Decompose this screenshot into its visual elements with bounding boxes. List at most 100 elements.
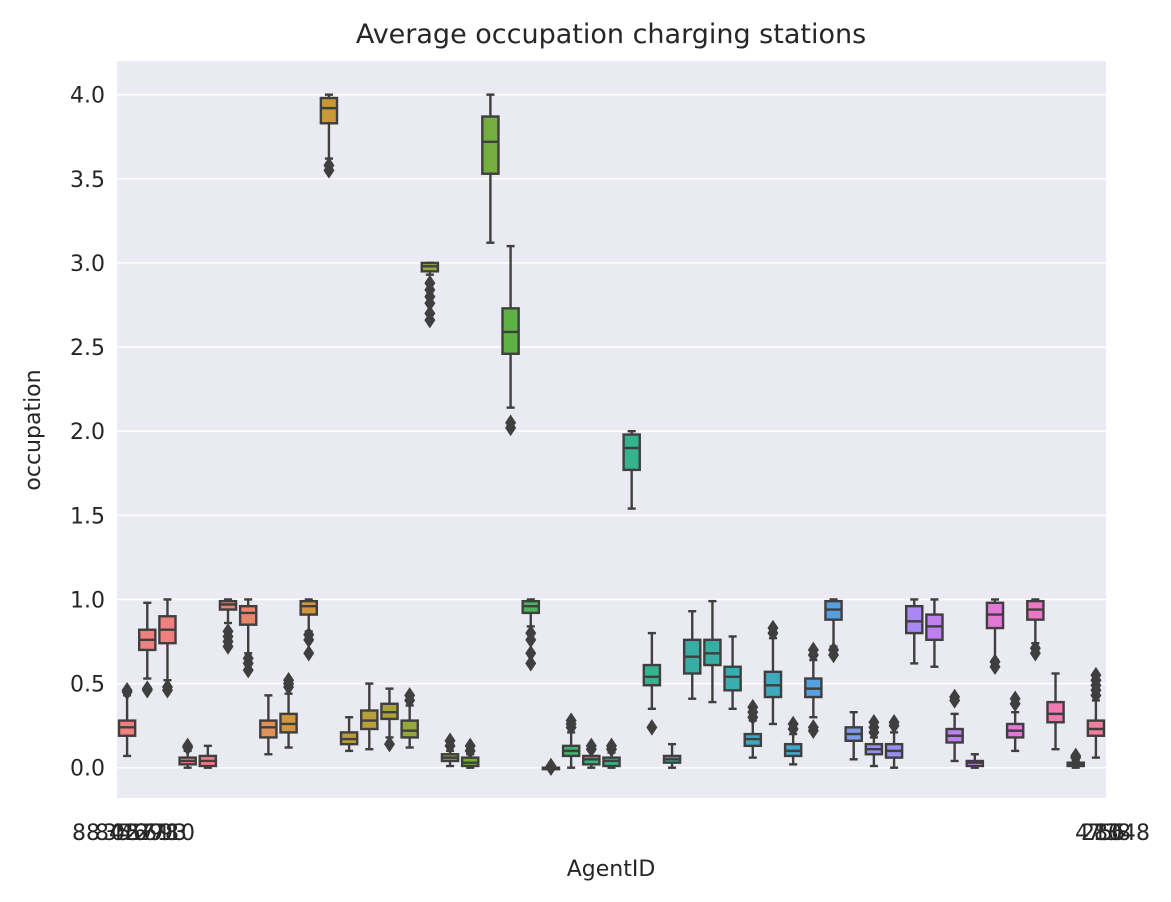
box-iqr	[723, 665, 742, 692]
x-tick-label: 3	[1105, 821, 1119, 846]
outlier-point	[182, 737, 194, 755]
outlier-point	[807, 641, 819, 659]
box-item	[662, 742, 682, 769]
box-item	[723, 635, 742, 711]
y-tick-label: 2.5	[70, 336, 105, 361]
box-item	[763, 619, 783, 726]
outlier-point	[1070, 747, 1082, 765]
outlier-point	[424, 274, 436, 292]
outlier-point	[767, 619, 779, 637]
chart-title: Average occupation charging stations	[356, 19, 866, 50]
x-tick-label: 5	[1099, 821, 1113, 846]
box-iqr	[904, 604, 924, 635]
outlier-point	[949, 688, 961, 706]
x-tick-label: 93	[159, 821, 187, 846]
box-item	[541, 757, 561, 776]
outlier-point	[161, 678, 173, 696]
x-tick-label-last: 8048	[1094, 821, 1150, 846]
outlier-point	[404, 687, 416, 704]
box-series	[117, 93, 1106, 776]
outlier-point	[283, 671, 295, 689]
box-item	[682, 610, 702, 700]
y-tick-label: 4.0	[70, 84, 105, 109]
y-tick-label: 3.5	[70, 168, 105, 193]
outlier-point	[303, 645, 315, 662]
x-tick-label: 8	[1117, 821, 1131, 846]
outlier-point	[525, 624, 537, 642]
outlier-point	[141, 680, 153, 697]
box-item	[460, 737, 480, 769]
box-item	[985, 598, 1005, 676]
outlier-point	[989, 653, 1001, 670]
box-item	[1005, 690, 1025, 753]
x-tick-label: 2	[1081, 821, 1095, 846]
box-item	[844, 710, 863, 761]
box-iqr	[400, 719, 419, 739]
x-tick-label-first: 88	[72, 821, 100, 846]
y-tick-label: 3.0	[70, 252, 105, 277]
outlier-point	[424, 305, 436, 322]
box-item	[904, 598, 924, 665]
y-tick-label: 1.0	[70, 588, 105, 613]
box-iqr	[319, 96, 339, 125]
outlier-point	[464, 737, 476, 755]
x-tick-label: 29	[135, 821, 163, 846]
x-tick-label: 4	[1075, 821, 1089, 846]
x-axis-label: AgentID	[567, 857, 656, 882]
x-tick-label: 61	[143, 821, 171, 846]
box-item	[1086, 666, 1106, 759]
box-item	[299, 598, 319, 662]
outlier-point	[828, 641, 840, 659]
box-item	[561, 712, 581, 769]
box-item	[178, 737, 197, 769]
box-iqr	[481, 115, 500, 175]
box-iqr	[622, 433, 641, 472]
box-item	[965, 753, 985, 769]
outlier-point	[383, 735, 395, 753]
outlier-point	[303, 626, 315, 644]
box-item	[259, 694, 278, 756]
outlier-point	[606, 737, 617, 755]
outlier-point	[525, 645, 537, 662]
box-item	[339, 716, 359, 753]
outlier-point	[525, 655, 537, 672]
box-item	[521, 598, 541, 672]
outlier-point	[888, 714, 900, 731]
plot-background	[117, 61, 1106, 798]
outlier-point	[222, 623, 234, 640]
box-item	[501, 244, 520, 437]
box-item	[279, 671, 298, 749]
outlier-point	[1009, 690, 1021, 707]
outlier-point	[505, 414, 517, 432]
box-item	[703, 599, 722, 704]
box-item	[824, 598, 843, 664]
y-axis-label: occupation	[21, 369, 46, 490]
outlier-point	[444, 732, 456, 750]
y-tick-label: 1.5	[70, 504, 105, 529]
box-item	[238, 598, 258, 679]
box-item	[804, 641, 823, 739]
x-tick-label: 6	[1111, 821, 1125, 846]
box-item	[1066, 747, 1085, 769]
box-item	[622, 429, 641, 510]
outlier-point	[585, 737, 597, 755]
box-item	[884, 714, 904, 769]
box-item	[158, 598, 177, 699]
outlier-point	[747, 698, 759, 716]
outlier-point	[545, 757, 557, 775]
outlier-point	[242, 650, 254, 667]
box-item	[218, 598, 238, 655]
box-item	[138, 601, 157, 699]
box-item	[582, 737, 601, 769]
x-tick-label: 02	[111, 821, 139, 846]
gridlines	[117, 93, 1106, 769]
outlier-point	[646, 719, 658, 736]
outlier-point	[1090, 666, 1102, 684]
box-item	[945, 688, 964, 763]
x-tick-label: 7	[1087, 821, 1101, 846]
outlier-point	[323, 157, 335, 174]
y-tick-label: 2.0	[70, 420, 105, 445]
box-item	[400, 687, 419, 749]
